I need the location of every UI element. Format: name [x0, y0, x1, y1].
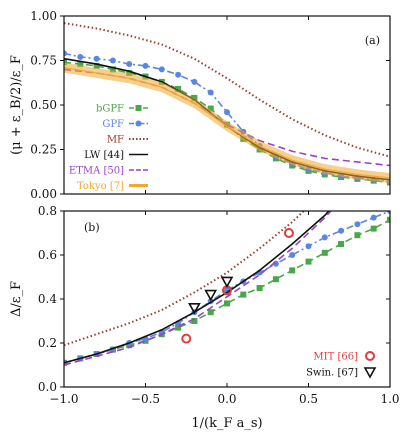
legend-marker [135, 105, 142, 111]
x-tick-label: 1.0 [380, 392, 399, 406]
y-axis-title: (μ + ε_B/2)/ε_F [9, 55, 24, 155]
series-gpf-point [207, 89, 214, 96]
series-gpf-point [354, 221, 361, 228]
series-bgpf-point [109, 66, 116, 73]
y-tick-label: 0.25 [30, 143, 57, 157]
series-swin-67-point [204, 289, 218, 302]
legend-label: bGPF [96, 104, 124, 115]
series-gpf-point [109, 57, 116, 64]
series-etma-50-line [64, 68, 390, 167]
x-tick-label: −1.0 [49, 392, 78, 406]
series-tokyo-7-line [64, 67, 390, 179]
series-gpf-point [191, 78, 198, 85]
series-bgpf-point [240, 291, 247, 298]
series-gpf-point [305, 243, 312, 250]
x-tick-label: 0.0 [217, 392, 236, 406]
y-tick-label: 0.8 [38, 204, 57, 218]
series-bgpf-point [207, 105, 214, 112]
legend-marker [135, 120, 142, 127]
y-tick-label: 0.6 [38, 248, 57, 262]
plot-area [64, 22, 390, 186]
series-tokyo-7-band [64, 62, 390, 183]
series-bgpf-point [77, 61, 84, 68]
y-tick-label: 0.4 [38, 292, 57, 306]
series-bgpf-point [354, 232, 361, 239]
series-bgpf-point [370, 225, 377, 232]
series-bgpf-point [338, 241, 345, 247]
series-gpf-point [289, 252, 296, 258]
series-swin-67-point [188, 302, 201, 315]
series-bgpf-point [175, 324, 182, 331]
series-bgpf-point [224, 300, 230, 307]
series-mit-66-point [181, 333, 192, 344]
series-bgpf-point [387, 216, 390, 223]
y-axis-title: Δ/ε_F [9, 281, 24, 317]
legend-label: LW [44] [84, 150, 124, 161]
series-gpf-point [77, 53, 84, 60]
series-gpf-line [64, 52, 390, 183]
panel-b: 0.0 0.2 0.4 0.6 0.8 −1.0 −0.5 0.0 0.5 1.0 (b) Δ/ε_F… [9, 204, 400, 431]
series-bgpf-point [305, 258, 312, 265]
y-tick-label: 0.50 [30, 98, 57, 112]
legend-label: Swin. [67] [306, 368, 358, 379]
y-tick-label: 0.00 [30, 187, 57, 201]
legend-label: GPF [102, 119, 124, 130]
series-bgpf-point [191, 318, 198, 324]
series-gpf-point [224, 109, 230, 116]
series-gpf-point [126, 61, 133, 68]
y-tick-label: 0.2 [38, 336, 57, 350]
series-gpf-point [175, 71, 182, 78]
series-bgpf-point [289, 267, 296, 274]
series-bgpf-point [93, 62, 100, 69]
series-bgpf-point [272, 276, 279, 283]
plot-area [64, 211, 390, 366]
legend-swatch [129, 184, 148, 187]
legend-marker [365, 351, 375, 361]
series-etma-50-line [64, 211, 333, 366]
series-gpf-point [321, 234, 328, 241]
legend-label: MF [107, 135, 124, 146]
panel-a: 0.00 0.25 0.50 0.75 1.00 (a) (μ + ε_B/2)/ε_F bG… [9, 9, 391, 201]
legend-label: MIT [66] [313, 352, 358, 363]
x-axis-title: 1/(k_F a_s) [191, 416, 262, 431]
series-bgpf-point [207, 309, 214, 316]
y-tick-label: 0.75 [30, 54, 57, 68]
legend-marker [363, 367, 377, 379]
series-bgpf-point [256, 285, 263, 291]
series-mf-line [64, 211, 306, 347]
series-gpf-point [370, 214, 377, 221]
y-tick-label: 0.0 [38, 380, 57, 394]
series-swin-67-point [220, 276, 234, 289]
series-bgpf-point [191, 94, 198, 101]
series-bgpf-point [321, 249, 328, 256]
series-gpf-point [142, 62, 149, 69]
series-bgpf-point [126, 69, 133, 76]
legend-label: ETMA [50] [69, 166, 124, 177]
panel-label: (b) [84, 221, 100, 234]
x-tick-label: −0.5 [131, 392, 160, 406]
series-lw-44-line [64, 211, 330, 364]
series-gpf-point [387, 211, 390, 214]
series-bgpf-point [175, 85, 182, 92]
panel-label: (a) [365, 34, 380, 47]
series-bgpf-point [64, 59, 67, 66]
y-tick-label: 1.00 [30, 9, 57, 23]
series-gpf-point [93, 55, 100, 62]
series-mit-66-point [283, 228, 294, 238]
series-gpf-point [338, 227, 345, 234]
series-gpf-point [64, 50, 67, 57]
x-tick-label: 0.5 [299, 392, 318, 406]
legend-label: Tokyo [7] [77, 181, 124, 192]
series-gpf-point [158, 66, 165, 73]
